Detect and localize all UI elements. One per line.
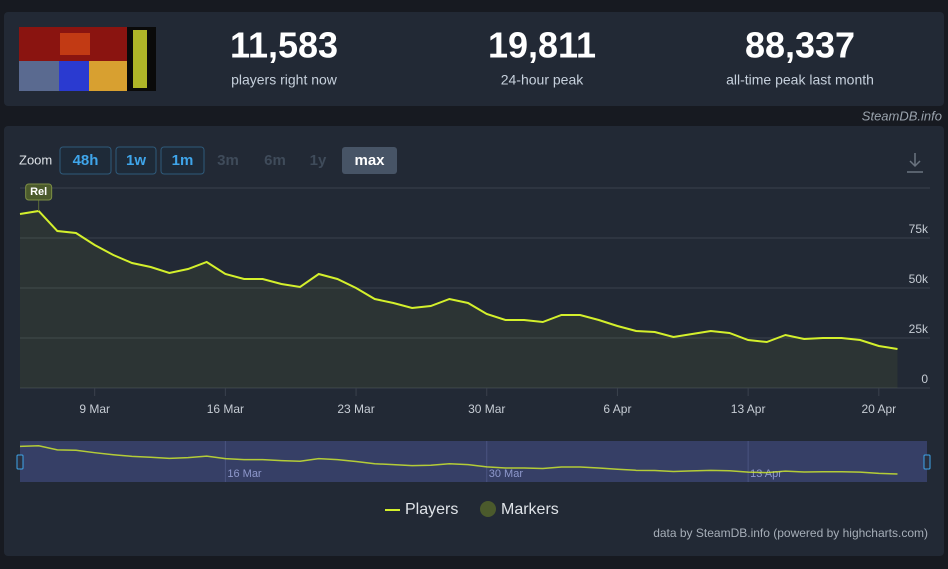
line [19,209,898,350]
image-part [19,61,59,91]
x-tick-label: 20 Apr [861,402,896,416]
game-image [19,27,156,91]
x-tick-label: 16 Mar [207,402,244,416]
stat-label: players right now [231,72,338,88]
image-part [89,61,127,91]
navigator-label: 13 Apr [750,468,782,480]
image-part [133,30,147,88]
navigator-handle[interactable] [16,454,24,470]
marker-box [25,183,53,201]
stat-label: 24-hour peak [501,72,585,88]
navigator-handle[interactable] [923,454,931,470]
y-tick-label: 75k [909,222,929,236]
download-icon[interactable] [907,153,923,173]
stats-panel [4,12,944,106]
stat-label: all-time peak last month [726,72,874,88]
zoom-button-label[interactable]: 6m [264,152,286,169]
x-tick-label: 13 Apr [731,402,766,416]
navigator-label: 30 Mar [489,468,524,480]
navigator-line [19,444,898,475]
y-tick-label: 25k [909,322,929,336]
zoom-button-label[interactable]: 1w [126,152,146,169]
zoom-button-label[interactable]: 1m [172,152,194,169]
zoom-button-label[interactable]: 1y [310,152,327,169]
stat-value: 11,583 [230,25,338,66]
zoom-button[interactable] [160,146,205,175]
x-tick-label: 30 Mar [468,402,505,416]
legend-label[interactable]: Players [405,501,458,518]
zoom-button[interactable] [59,146,112,175]
navigator-bg [20,441,927,482]
y-tick-label: 50k [909,272,929,286]
x-tick-label: 23 Mar [337,402,374,416]
stat-value: 19,811 [488,25,596,66]
zoom-label: Zoom [19,152,52,167]
zoom-button-label[interactable]: max [354,152,385,169]
x-tick-label: 6 Apr [603,402,631,416]
legend-marker [480,501,496,517]
navigator-label: 16 Mar [227,468,262,480]
marker-label: Rel [30,186,47,198]
stat-value: 88,337 [745,25,855,66]
image-part [59,61,89,91]
credits: data by SteamDB.info (powered by highcha… [653,526,928,540]
icon-part [909,160,921,168]
zoom-button-label[interactable]: 3m [217,152,239,169]
area [20,211,898,388]
x-tick-label: 9 Mar [79,402,110,416]
credit: SteamDB.info [862,108,942,123]
zoom-button-label[interactable]: 48h [73,152,99,169]
zoom-button[interactable] [342,147,397,174]
zoom-button[interactable] [115,146,157,175]
legend-label[interactable]: Markers [501,501,559,518]
image-part [60,33,90,55]
y-tick-label: 0 [921,372,928,386]
